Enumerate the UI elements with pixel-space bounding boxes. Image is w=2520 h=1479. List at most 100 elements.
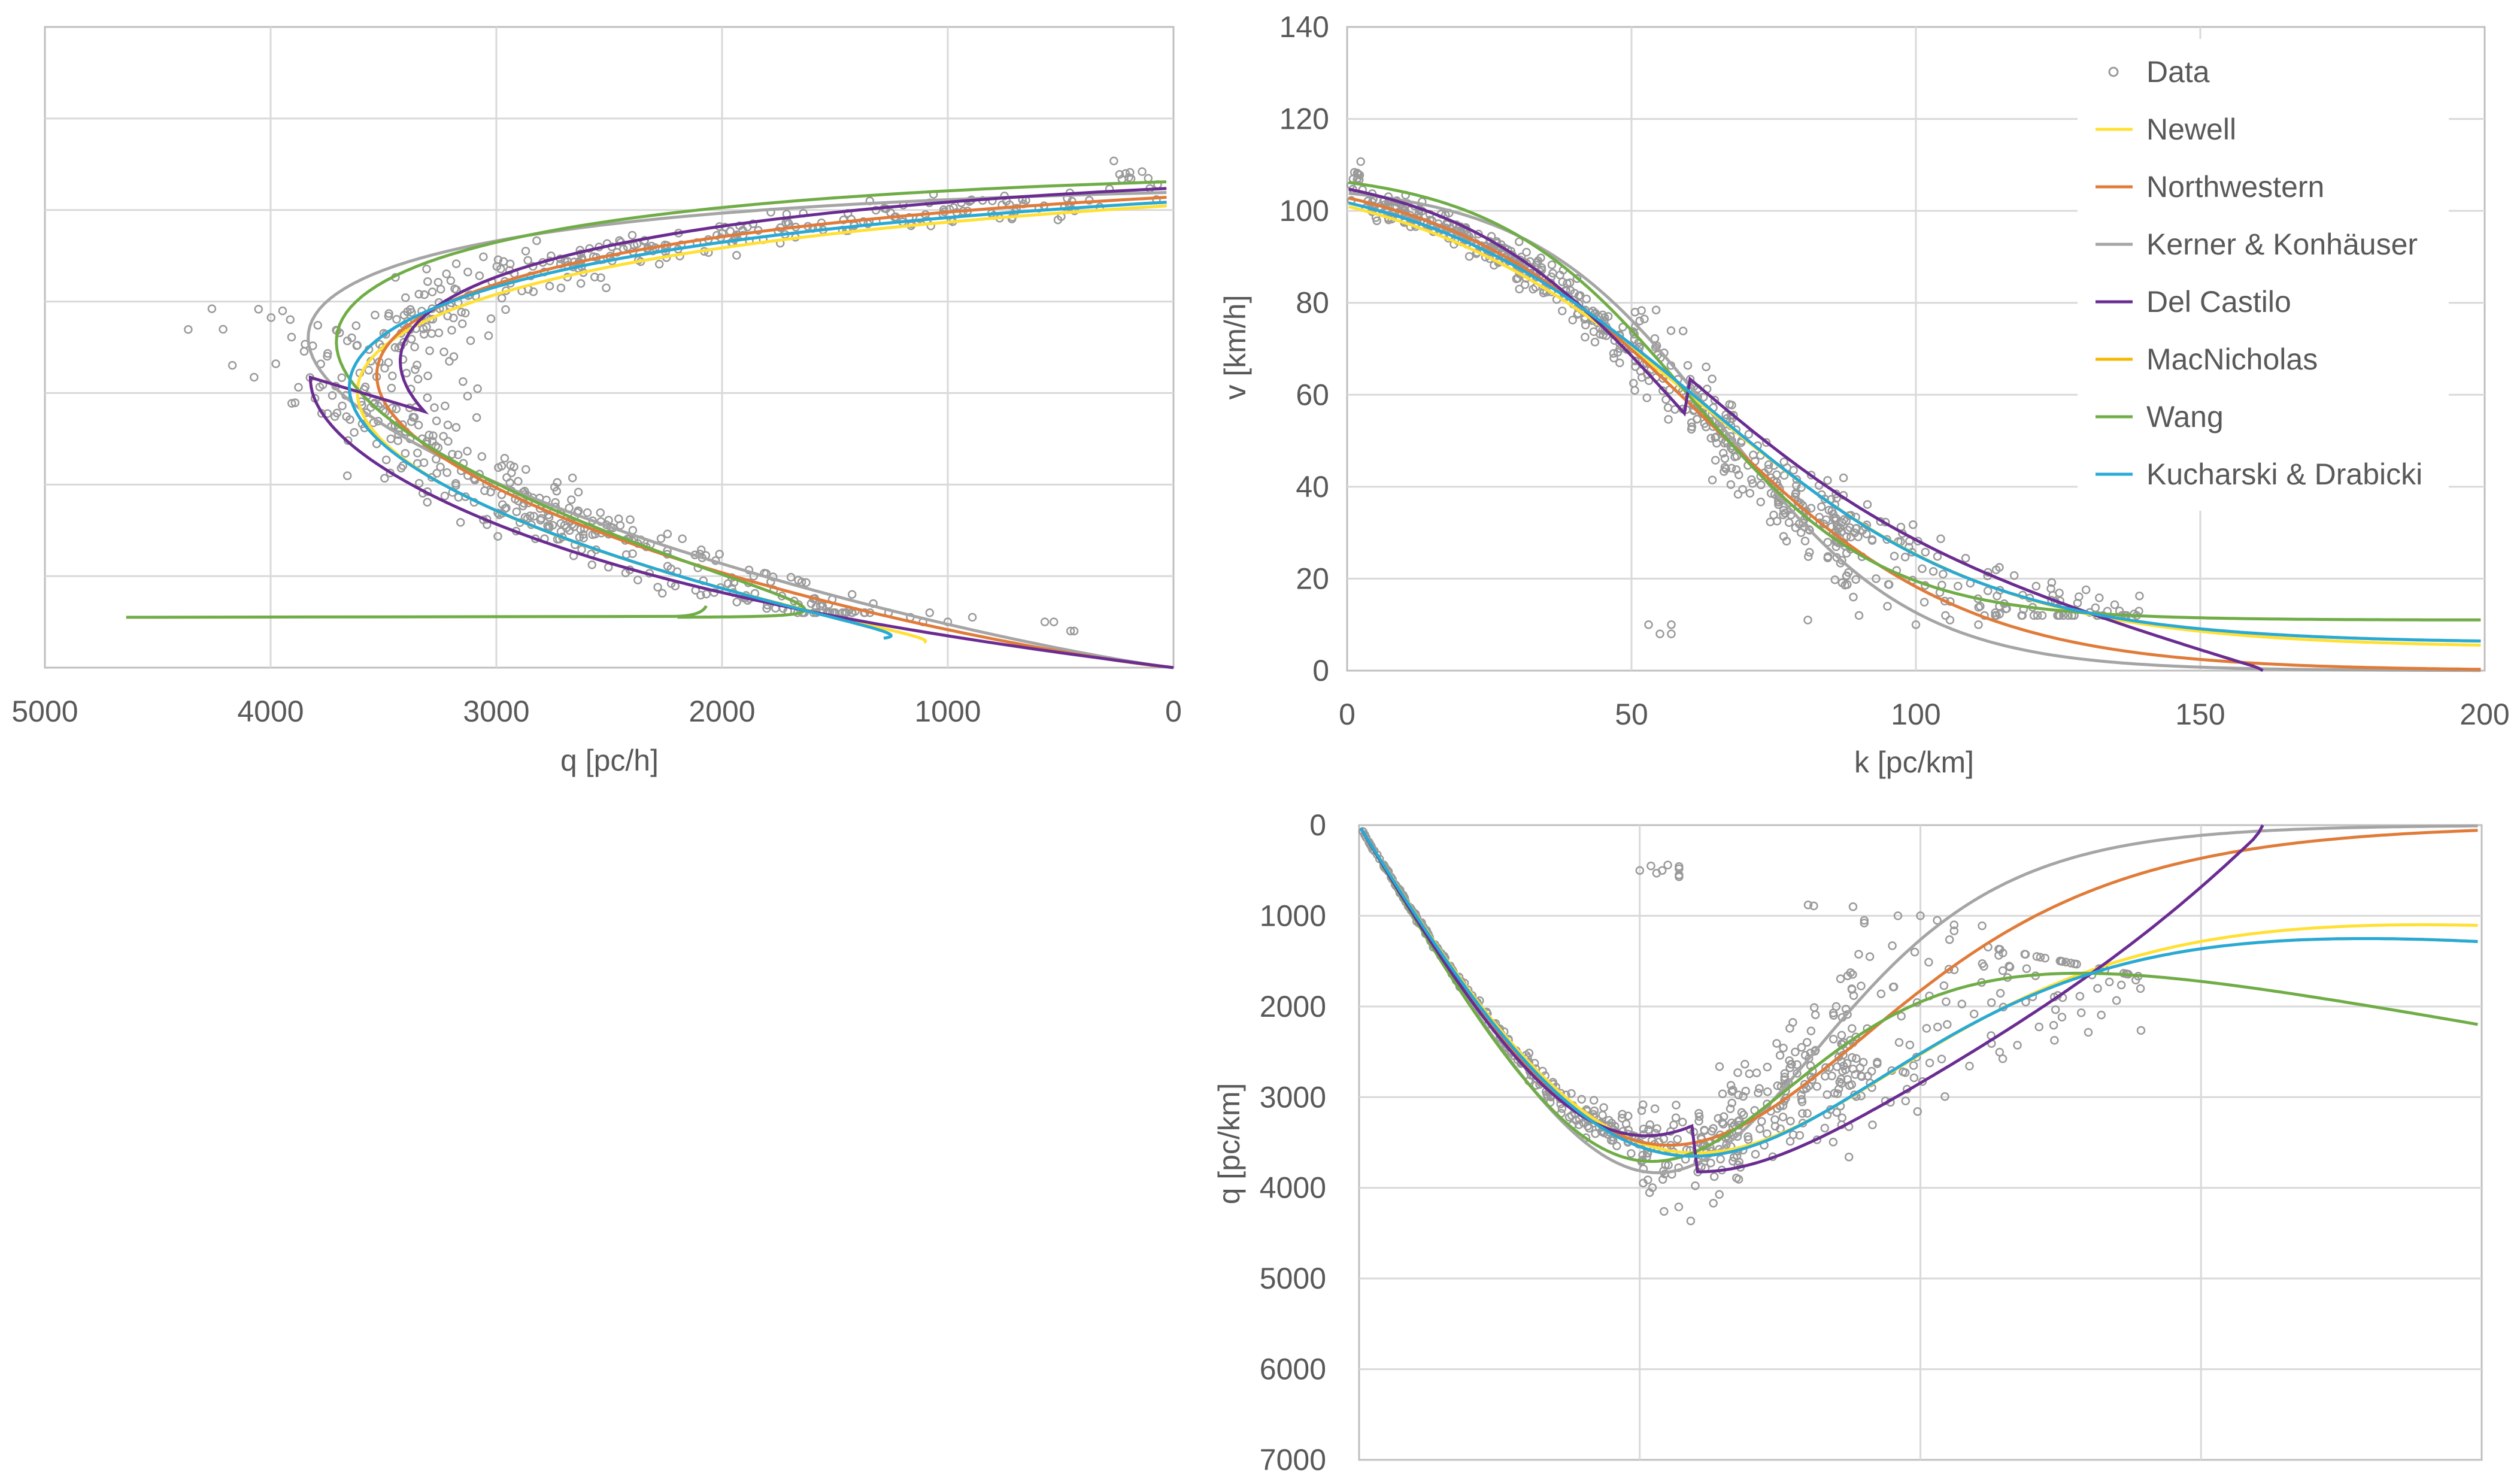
- data-point: [1755, 1124, 1764, 1134]
- y-tick-label: 7000: [1260, 1443, 1326, 1477]
- data-point: [1558, 306, 1567, 316]
- data-point: [1770, 1122, 1780, 1131]
- y-tick-label: 6000: [1260, 1353, 1326, 1386]
- data-point: [1672, 1101, 1681, 1110]
- data-point: [1876, 989, 1886, 998]
- data-point: [1745, 489, 1755, 498]
- data-point: [1788, 1018, 1797, 1027]
- data-point: [1901, 1096, 1911, 1105]
- legend-label: Del Castilo: [2146, 285, 2291, 319]
- data-point: [1799, 519, 1808, 528]
- data-point: [463, 392, 472, 401]
- data-point: [1775, 1051, 1785, 1060]
- data-point: [388, 371, 397, 381]
- data-point: [2009, 571, 2019, 580]
- y-tick-label: 4000: [1260, 1171, 1326, 1205]
- data-point: [1695, 1112, 1704, 1122]
- data-point: [2091, 603, 2100, 613]
- data-point: [2005, 962, 2013, 971]
- data-point: [544, 513, 554, 522]
- data-point: [463, 268, 472, 277]
- data-point: [1792, 475, 1802, 484]
- data-point: [802, 578, 811, 587]
- data-point: [410, 413, 419, 422]
- data-point: [1737, 1108, 1746, 1117]
- data-point: [451, 259, 461, 268]
- data-point: [1754, 1089, 1763, 1098]
- data-point: [1806, 471, 1816, 480]
- data-point: [278, 306, 287, 316]
- data-point: [1845, 1081, 1854, 1090]
- data-point: [1944, 965, 1954, 974]
- data-point: [2040, 953, 2050, 963]
- data-point: [1733, 490, 1743, 499]
- data-point: [1842, 548, 1851, 558]
- data-point: [806, 599, 816, 608]
- data-point: [536, 516, 545, 525]
- data-point: [1675, 871, 1684, 880]
- data-point: [473, 384, 482, 393]
- data-point: [2047, 578, 2057, 587]
- data-point: [1710, 1172, 1719, 1181]
- data-point: [1772, 1039, 1781, 1048]
- data-point: [1584, 1123, 1594, 1133]
- chart-speed-vs-density: 0 50 100 150 200 0 20 40 60 80 100 120 140 k [pc/km]…: [1218, 10, 2510, 779]
- data-point: [2116, 980, 2126, 990]
- data-point: [1832, 1108, 1841, 1117]
- legend-label: Newell: [2146, 113, 2236, 146]
- data-point: [1761, 438, 1771, 447]
- data-point: [410, 343, 419, 351]
- chart-1-x-axis-label: q [pc/h]: [560, 744, 659, 777]
- data-point: [1532, 1081, 1540, 1090]
- data-point: [1823, 538, 1833, 547]
- data-point: [1638, 1100, 1648, 1110]
- data-point: [526, 511, 535, 520]
- data-point: [338, 401, 347, 411]
- data-point: [1667, 629, 1676, 638]
- data-point: [1727, 1098, 1736, 1108]
- data-point: [1918, 564, 1927, 574]
- data-point: [486, 314, 496, 323]
- chart-2-tick-labels: 0 50 100 150 200 0 20 40 60 80 100 120 140: [1279, 10, 2510, 731]
- y-tick-label: 80: [1296, 286, 1329, 320]
- data-point: [1942, 997, 1951, 1007]
- data-point: [414, 290, 423, 299]
- data-point: [1831, 1002, 1841, 1011]
- data-point: [380, 474, 389, 483]
- data-point: [1965, 1062, 1974, 1071]
- data-point: [1637, 1106, 1646, 1115]
- data-point: [1474, 229, 1483, 239]
- data-point: [1843, 971, 1852, 980]
- data-point: [1854, 611, 1864, 620]
- data-point: [1954, 581, 1963, 591]
- data-point: [732, 251, 741, 260]
- legend-label: Data: [2146, 55, 2210, 89]
- data-point: [1066, 626, 1075, 636]
- data-point: [442, 468, 451, 477]
- data-point: [1828, 1138, 1838, 1147]
- data-point: [1893, 911, 1903, 920]
- data-point: [1897, 1011, 1906, 1021]
- y-tick-label: 40: [1296, 470, 1329, 504]
- data-point: [1778, 1113, 1788, 1122]
- data-point: [419, 458, 429, 467]
- data-point: [439, 347, 448, 356]
- data-point: [1372, 216, 1381, 225]
- data-point: [1945, 935, 1954, 944]
- data-point: [1734, 1090, 1743, 1099]
- data-point: [1978, 921, 1987, 931]
- data-point: [466, 336, 475, 345]
- chart-flow-vs-density: 0 1000 2000 3000 4000 5000 6000 7000 q [pc/km]: [1212, 808, 2483, 1477]
- data-point: [423, 498, 432, 507]
- data-point: [1109, 156, 1118, 166]
- data-point: [556, 283, 566, 293]
- data-point: [1660, 1207, 1669, 1216]
- data-point: [1812, 1082, 1822, 1091]
- data-point: [1748, 479, 1757, 488]
- data-point: [1806, 504, 1816, 513]
- data-point: [1908, 520, 1918, 529]
- data-point: [1618, 1110, 1627, 1119]
- data-point: [1839, 515, 1849, 524]
- data-point: [968, 613, 977, 622]
- data-point: [1686, 1216, 1696, 1226]
